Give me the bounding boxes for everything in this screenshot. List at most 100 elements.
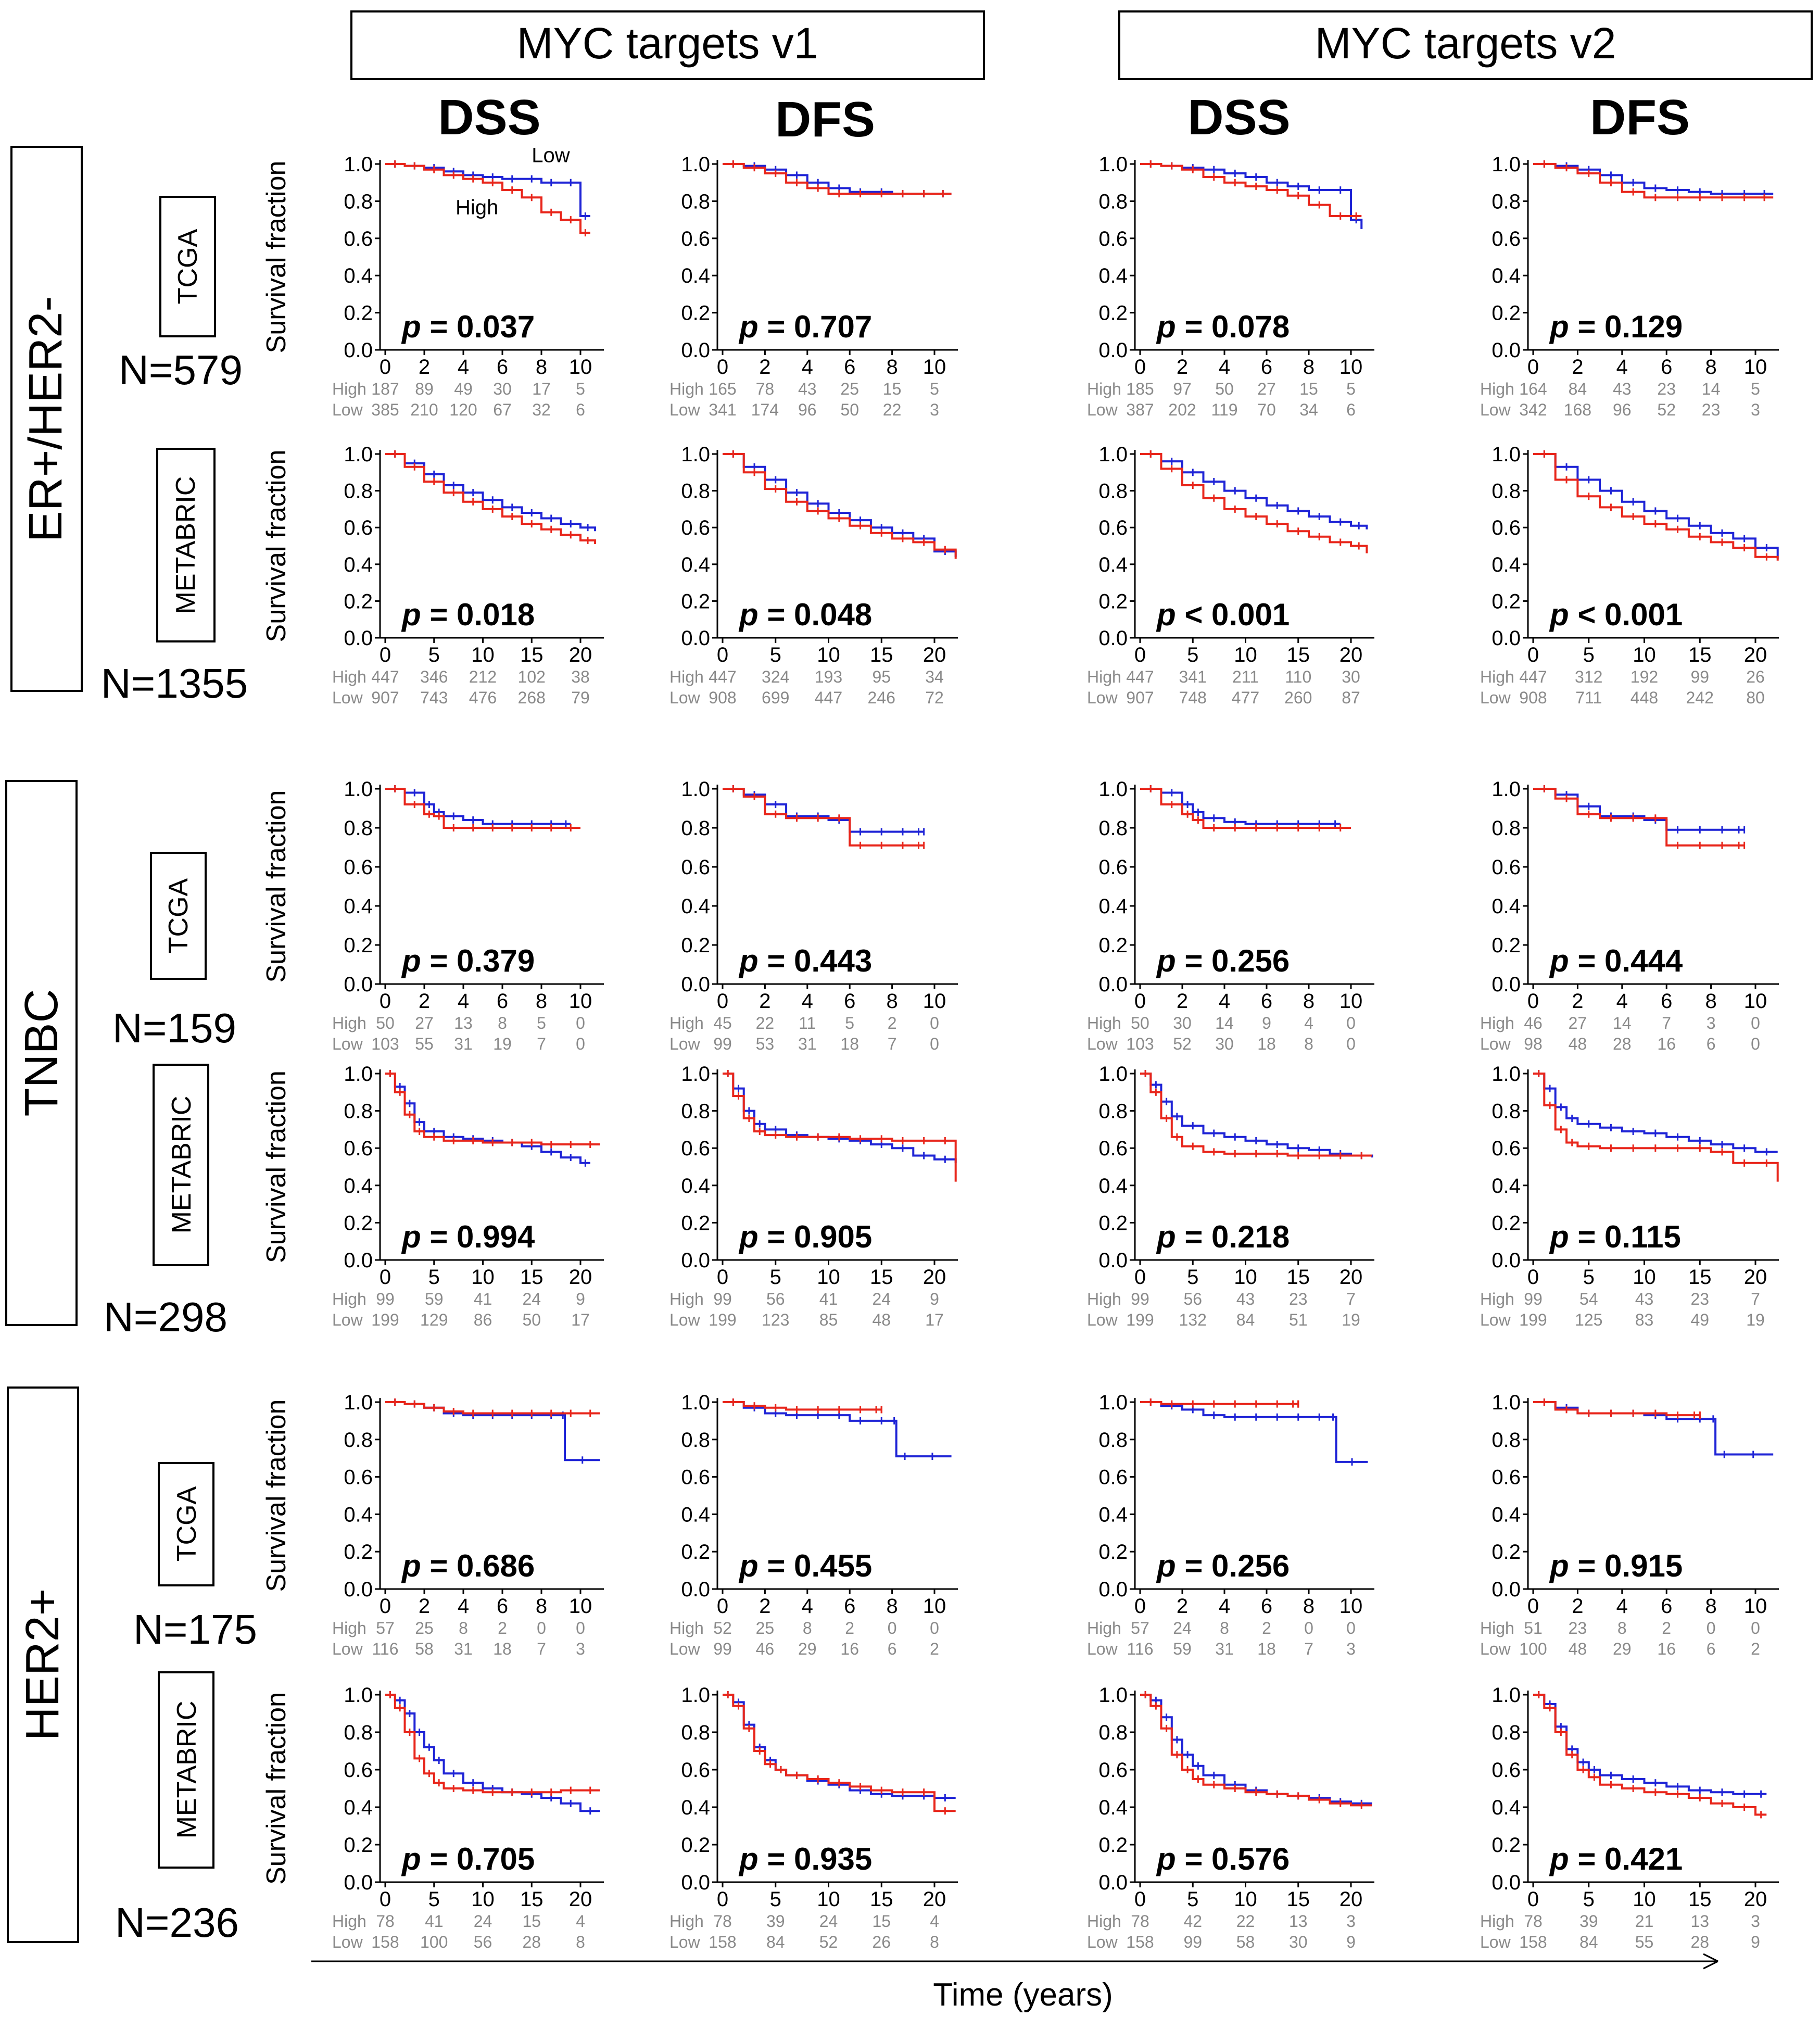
x-tick-label: 6 bbox=[1261, 1595, 1272, 1618]
p-symbol: p bbox=[401, 309, 421, 344]
y-tick-label: 0.8 bbox=[681, 480, 710, 503]
risk-count-low: 6 bbox=[1346, 400, 1356, 419]
risk-count-high: 50 bbox=[1215, 380, 1234, 398]
risk-count-high: 3 bbox=[1707, 1014, 1716, 1032]
p-value-number: = 0.129 bbox=[1569, 309, 1683, 344]
risk-count-high: 24 bbox=[1173, 1619, 1192, 1637]
risk-count-low: 28 bbox=[1690, 1933, 1709, 1951]
risk-count-high: 15 bbox=[1299, 380, 1318, 398]
y-tick-label: 0.6 bbox=[1492, 1466, 1521, 1489]
risk-count-high: 41 bbox=[474, 1290, 492, 1308]
p-value-number: < 0.001 bbox=[1176, 597, 1290, 632]
x-tick-label: 20 bbox=[1339, 1888, 1363, 1911]
x-tick-label: 20 bbox=[1339, 1266, 1363, 1289]
x-tick-label: 8 bbox=[1705, 356, 1716, 379]
y-axis-label: Survival fraction bbox=[261, 1692, 292, 1885]
risk-count-high: 4 bbox=[576, 1912, 585, 1931]
x-tick-label: 0 bbox=[380, 644, 391, 666]
cohort-label-her2-tcga: TCGA bbox=[172, 1486, 202, 1561]
x-tick-label: 8 bbox=[886, 356, 898, 379]
p-value-number: = 0.115 bbox=[1569, 1219, 1681, 1254]
cohort-box-her2-metabric bbox=[158, 1671, 214, 1869]
km-curve-low bbox=[1140, 788, 1341, 825]
risk-count-high: 30 bbox=[1342, 667, 1360, 686]
y-axis-label: Survival fraction bbox=[261, 450, 292, 642]
x-tick-label: 8 bbox=[1303, 1595, 1315, 1618]
x-tick-label: 10 bbox=[1744, 990, 1767, 1013]
y-tick-label: 0.0 bbox=[1098, 1578, 1128, 1601]
x-tick-label: 6 bbox=[844, 356, 855, 379]
p-value-number: = 0.421 bbox=[1569, 1842, 1683, 1876]
risk-count-high: 39 bbox=[766, 1912, 785, 1931]
risk-count-high: 99 bbox=[1690, 667, 1709, 686]
y-tick-label: 0.4 bbox=[1492, 553, 1521, 576]
y-tick-label: 1.0 bbox=[681, 1684, 710, 1707]
risk-count-high: 78 bbox=[1131, 1912, 1149, 1931]
x-tick-label: 10 bbox=[1744, 1595, 1767, 1618]
km-curve-high bbox=[385, 1694, 600, 1794]
risk-count-low: 0 bbox=[930, 1035, 939, 1053]
risk-count-high: 185 bbox=[1126, 380, 1154, 398]
risk-count-high: 3 bbox=[1751, 1912, 1760, 1931]
x-tick-label: 15 bbox=[1688, 1266, 1712, 1289]
p-value-number: = 0.444 bbox=[1569, 943, 1683, 978]
x-tick-label: 0 bbox=[1134, 1888, 1146, 1911]
km-curve-low bbox=[1140, 163, 1363, 229]
y-tick-label: 0.8 bbox=[1492, 1429, 1521, 1452]
p-value: p < 0.001 bbox=[1549, 597, 1683, 632]
x-tick-label: 2 bbox=[759, 356, 770, 379]
x-tick-label: 15 bbox=[1287, 1888, 1310, 1911]
risk-count-high: 165 bbox=[709, 380, 736, 398]
p-value-number: = 0.905 bbox=[759, 1219, 873, 1254]
risk-count-low: 7 bbox=[537, 1640, 546, 1658]
y-tick-label: 0.0 bbox=[1098, 339, 1128, 362]
risk-row-label-high: High bbox=[669, 1014, 704, 1032]
km-panel: 0.0 0.2 0.4 0.6 0.8 1.0 0 5 10 15 20 p = 0.048 High L… bbox=[669, 443, 958, 707]
p-symbol: p bbox=[401, 1219, 421, 1254]
risk-count-high: 43 bbox=[1236, 1290, 1255, 1308]
risk-count-low: 29 bbox=[1613, 1640, 1632, 1658]
risk-count-high: 23 bbox=[1657, 380, 1676, 398]
risk-count-high: 97 bbox=[1173, 380, 1192, 398]
y-tick-label: 0.0 bbox=[1098, 973, 1128, 996]
y-tick-label: 0.6 bbox=[344, 1759, 373, 1782]
risk-count-high: 2 bbox=[1662, 1619, 1671, 1637]
p-symbol: p bbox=[738, 1219, 759, 1254]
risk-count-high: 5 bbox=[537, 1014, 546, 1032]
risk-count-high: 13 bbox=[1289, 1912, 1308, 1931]
p-value: p = 0.115 bbox=[1549, 1219, 1681, 1254]
x-tick-label: 20 bbox=[1744, 644, 1767, 666]
km-curve-low bbox=[1140, 1073, 1373, 1158]
p-value: p = 0.444 bbox=[1549, 943, 1683, 978]
x-tick-label: 4 bbox=[1219, 990, 1230, 1013]
n-label-tnbc-tcga: N=159 bbox=[112, 1005, 236, 1051]
risk-count-low: 120 bbox=[449, 400, 477, 419]
x-tick-label: 0 bbox=[717, 356, 728, 379]
cohort-box-er-tcga bbox=[159, 196, 216, 337]
cohort-label-her2-metabric: METABRIC bbox=[172, 1701, 202, 1839]
x-tick-label: 6 bbox=[1261, 990, 1272, 1013]
risk-count-low: 268 bbox=[518, 688, 546, 707]
risk-count-high: 0 bbox=[930, 1014, 939, 1032]
y-tick-label: 0.2 bbox=[344, 302, 373, 325]
x-tick-label: 0 bbox=[380, 1266, 391, 1289]
risk-count-high: 23 bbox=[1690, 1290, 1709, 1308]
risk-count-low: 18 bbox=[1257, 1640, 1276, 1658]
km-panel: 0.0 0.2 0.4 0.6 0.8 1.0 0 2 4 6 8 10 Survival fracti… bbox=[261, 1391, 604, 1658]
risk-count-low: 52 bbox=[1657, 400, 1676, 419]
y-tick-label: 0.6 bbox=[344, 516, 373, 539]
x-tick-label: 6 bbox=[1261, 356, 1272, 379]
x-tick-label: 0 bbox=[717, 1888, 728, 1911]
km-panel: 0.0 0.2 0.4 0.6 0.8 1.0 0 5 10 15 20 Survival fract… bbox=[261, 1684, 604, 1951]
km-curve-low bbox=[1533, 1694, 1767, 1795]
risk-count-high: 30 bbox=[1173, 1014, 1192, 1032]
risk-count-high: 27 bbox=[1257, 380, 1276, 398]
risk-count-low: 80 bbox=[1746, 688, 1765, 707]
x-tick-label: 0 bbox=[1134, 1266, 1146, 1289]
x-tick-label: 10 bbox=[1339, 1595, 1363, 1618]
km-curve-high bbox=[723, 1073, 957, 1182]
y-tick-label: 0.0 bbox=[344, 1249, 373, 1272]
risk-count-low: 199 bbox=[1126, 1310, 1154, 1329]
y-axis-label: Survival fraction bbox=[261, 161, 292, 354]
p-value-number: = 0.379 bbox=[421, 943, 535, 978]
